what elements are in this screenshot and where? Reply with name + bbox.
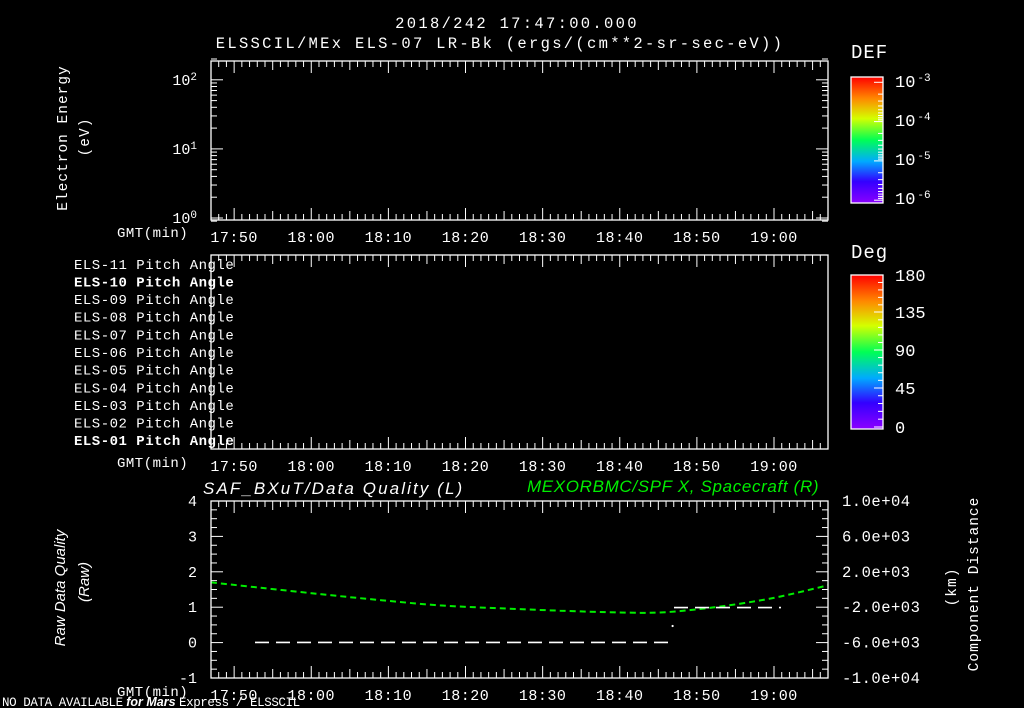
svg-text:Raw Data Quality: Raw Data Quality bbox=[52, 528, 69, 646]
svg-text:18:20: 18:20 bbox=[442, 230, 490, 247]
svg-text:ELS-11 Pitch Angle: ELS-11 Pitch Angle bbox=[74, 258, 234, 274]
svg-text:1: 1 bbox=[188, 600, 197, 617]
svg-text:MEXORBMC/SPF X, Spacecraft (R): MEXORBMC/SPF X, Spacecraft (R) bbox=[527, 477, 819, 496]
svg-text:4: 4 bbox=[188, 494, 197, 511]
svg-text:18:10: 18:10 bbox=[365, 459, 413, 476]
svg-text:Electron Energy: Electron Energy bbox=[56, 65, 72, 211]
svg-text:DEF: DEF bbox=[851, 42, 888, 64]
svg-text:18:50: 18:50 bbox=[673, 230, 721, 247]
svg-text:18:10: 18:10 bbox=[365, 230, 413, 247]
svg-text:ELS-07 Pitch Angle: ELS-07 Pitch Angle bbox=[74, 328, 234, 344]
svg-text:18:50: 18:50 bbox=[673, 459, 721, 476]
svg-text:19:00: 19:00 bbox=[750, 459, 798, 476]
svg-text:17:50: 17:50 bbox=[210, 459, 258, 476]
svg-text:ELS-05 Pitch Angle: ELS-05 Pitch Angle bbox=[74, 364, 234, 380]
svg-text:ELS-08 Pitch Angle: ELS-08 Pitch Angle bbox=[74, 311, 234, 327]
svg-text:ELS-03 Pitch Angle: ELS-03 Pitch Angle bbox=[74, 399, 234, 415]
svg-text:GMT(min): GMT(min) bbox=[117, 685, 188, 701]
svg-text:18:20: 18:20 bbox=[442, 459, 490, 476]
svg-text:ELS-10 Pitch Angle: ELS-10 Pitch Angle bbox=[74, 276, 234, 292]
svg-text:(eV): (eV) bbox=[78, 118, 94, 157]
svg-text:Component Distance: Component Distance bbox=[967, 497, 983, 672]
svg-text:18:30: 18:30 bbox=[519, 459, 567, 476]
svg-text:45: 45 bbox=[895, 381, 915, 400]
svg-text:18:00: 18:00 bbox=[288, 688, 336, 705]
svg-text:18:40: 18:40 bbox=[596, 688, 644, 705]
svg-text:180: 180 bbox=[895, 268, 926, 287]
svg-text:-1: -1 bbox=[179, 671, 197, 688]
svg-text:-1.0e+04: -1.0e+04 bbox=[842, 670, 920, 688]
svg-text:2018/242 17:47:00.000: 2018/242 17:47:00.000 bbox=[395, 15, 639, 33]
svg-text:3: 3 bbox=[188, 529, 197, 546]
svg-text:17:50: 17:50 bbox=[210, 230, 258, 247]
svg-text:(km): (km) bbox=[945, 568, 961, 607]
svg-text:2.0e+03: 2.0e+03 bbox=[842, 564, 911, 582]
svg-text:GMT(min): GMT(min) bbox=[117, 456, 188, 472]
svg-text:18:10: 18:10 bbox=[365, 688, 413, 705]
svg-text:1.0e+04: 1.0e+04 bbox=[842, 493, 911, 511]
svg-text:-2.0e+03: -2.0e+03 bbox=[842, 599, 920, 617]
svg-text:18:40: 18:40 bbox=[596, 230, 644, 247]
svg-text:18:30: 18:30 bbox=[519, 688, 567, 705]
svg-text:18:30: 18:30 bbox=[519, 230, 567, 247]
svg-text:19:00: 19:00 bbox=[750, 230, 798, 247]
svg-text:18:00: 18:00 bbox=[288, 230, 336, 247]
svg-text:6.0e+03: 6.0e+03 bbox=[842, 528, 911, 546]
svg-text:18:20: 18:20 bbox=[442, 688, 490, 705]
svg-text:SAF_BXuT/Data Quality (L): SAF_BXuT/Data Quality (L) bbox=[203, 479, 464, 498]
svg-text:135: 135 bbox=[895, 305, 926, 324]
svg-text:17:50: 17:50 bbox=[210, 688, 258, 705]
svg-text:18:00: 18:00 bbox=[288, 459, 336, 476]
svg-text:Deg: Deg bbox=[851, 242, 888, 264]
svg-text:18:40: 18:40 bbox=[596, 459, 644, 476]
svg-text:ELSSCIL/MEx ELS-07 LR-Bk (erg: ELSSCIL/MEx ELS-07 LR-Bk (ergs/(cm**2-sr… bbox=[216, 35, 784, 53]
svg-text:90: 90 bbox=[895, 343, 915, 362]
svg-text:19:00: 19:00 bbox=[750, 688, 798, 705]
svg-text:ELS-06 Pitch Angle: ELS-06 Pitch Angle bbox=[74, 346, 234, 362]
svg-text:2: 2 bbox=[188, 565, 197, 582]
svg-text:ELS-09 Pitch Angle: ELS-09 Pitch Angle bbox=[74, 293, 234, 309]
svg-text:18:50: 18:50 bbox=[673, 688, 721, 705]
svg-text:0: 0 bbox=[188, 636, 197, 653]
svg-text:ELS-04 Pitch Angle: ELS-04 Pitch Angle bbox=[74, 381, 234, 397]
svg-text:ELS-01 Pitch Angle: ELS-01 Pitch Angle bbox=[74, 434, 234, 450]
svg-text:-6.0e+03: -6.0e+03 bbox=[842, 635, 920, 653]
svg-text:GMT(min): GMT(min) bbox=[117, 226, 188, 242]
svg-text:0: 0 bbox=[895, 420, 905, 439]
svg-text:ELS-02 Pitch Angle: ELS-02 Pitch Angle bbox=[74, 417, 234, 433]
svg-text:(Raw): (Raw) bbox=[76, 562, 93, 602]
